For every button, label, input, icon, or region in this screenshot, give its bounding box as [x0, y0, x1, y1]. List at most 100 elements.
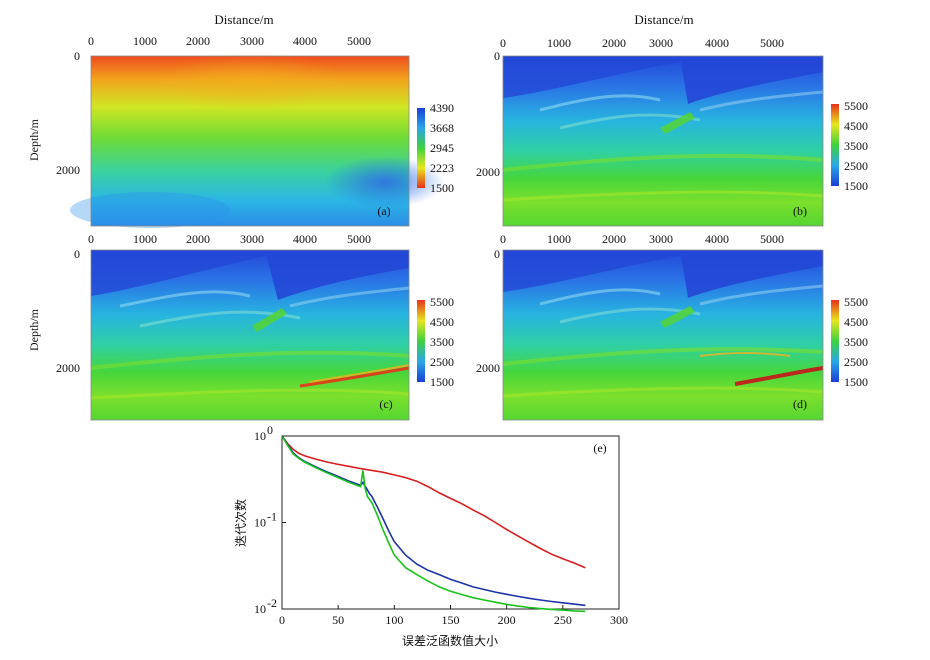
panel-b-x-tick: 3000	[649, 36, 673, 50]
panel-d-cb-tick: 5500	[844, 295, 868, 309]
panel-d-x-tick: 3000	[649, 232, 673, 246]
y-tick-exponent: 0	[267, 423, 273, 437]
panel-d-cb-tick: 4500	[844, 315, 868, 329]
panel-c-y-tick: 2000	[56, 361, 80, 375]
panel-c-x-tick: 2000	[186, 232, 210, 246]
panel-d-tag: (d)	[793, 397, 807, 411]
panel-a-y-label: Depth/m	[27, 118, 41, 161]
panel-c-x-tick: 4000	[293, 232, 317, 246]
panel-b-image	[502, 55, 824, 227]
panel-a-cb-tick: 3668	[430, 121, 454, 135]
panel-d: 0 1000 2000 3000 4000 5000 0 2000 (d) 5	[476, 232, 868, 421]
panel-d-x-ticks: 0 1000 2000 3000 4000 5000	[500, 232, 784, 246]
panel-a-cb-tick: 2945	[430, 141, 454, 155]
panel-d-x-tick: 2000	[602, 232, 626, 246]
x-tick-label: 0	[279, 613, 285, 627]
panel-c-x-ticks: 0 1000 2000 3000 4000 5000	[88, 232, 371, 246]
y-tick-label: 10	[254, 516, 266, 530]
panel-b-x-tick: 1000	[547, 36, 571, 50]
panel-b-cb-tick: 3500	[844, 139, 868, 153]
panel-a-x-tick: 0	[88, 34, 94, 48]
panel-c-x-tick: 1000	[133, 232, 157, 246]
panel-a-colorbar: 4390 3668 2945 2223 1500	[417, 101, 454, 195]
panel-a-x-tick: 5000	[347, 34, 371, 48]
x-tick-label: 200	[498, 613, 516, 627]
panel-d-y-tick: 2000	[476, 361, 500, 375]
panel-c: 0 1000 2000 3000 4000 5000 0 2000 Depth/…	[27, 232, 454, 421]
panel-c-colorbar: 5500 4500 3500 2500 1500	[417, 295, 454, 389]
panel-c-tag: (c)	[379, 397, 392, 411]
panel-a-x-tick: 2000	[186, 34, 210, 48]
panel-b-colorbar: 5500 4500 3500 2500 1500	[831, 99, 868, 193]
x-tick-label: 150	[442, 613, 460, 627]
panel-a-cb-tick: 2223	[430, 161, 454, 175]
panel-a-tag: (a)	[377, 204, 390, 218]
panel-b: Distance/m 0 1000 2000 3000 4000 5000 0 …	[476, 12, 868, 227]
panel-c-y-tick: 0	[74, 247, 80, 261]
panel-a-image	[70, 52, 445, 228]
y-tick-label: 10	[254, 602, 266, 616]
series-line-red	[281, 435, 586, 569]
panel-c-x-tick: 3000	[240, 232, 264, 246]
y-tick-exponent: -2	[267, 596, 277, 610]
x-tick-label: 300	[610, 613, 628, 627]
panel-b-cb-tick: 2500	[844, 159, 868, 173]
panel-b-x-tick: 4000	[705, 36, 729, 50]
panel-b-title: Distance/m	[634, 12, 693, 27]
panel-a-x-ticks: 0 1000 2000 3000 4000 5000	[88, 34, 371, 48]
panel-a-title: Distance/m	[214, 12, 273, 27]
panel-e-tag: (e)	[593, 441, 606, 455]
x-tick-label: 250	[554, 613, 572, 627]
panel-a-x-tick: 3000	[240, 34, 264, 48]
y-tick-exponent: -1	[267, 510, 277, 524]
panel-b-tag: (b)	[793, 204, 807, 218]
panel-d-x-tick: 4000	[705, 232, 729, 246]
panel-b-x-tick: 0	[500, 36, 506, 50]
panel-a-x-tick: 1000	[133, 34, 157, 48]
panel-b-cb-tick: 1500	[844, 179, 868, 193]
panel-d-x-tick: 1000	[547, 232, 571, 246]
panel-c-image	[90, 249, 410, 421]
panel-c-cb-tick: 3500	[430, 335, 454, 349]
panel-c-cb-tick: 4500	[430, 315, 454, 329]
panel-c-x-tick: 0	[88, 232, 94, 246]
panel-b-cb-tick: 5500	[844, 99, 868, 113]
panel-d-cb-tick: 3500	[844, 335, 868, 349]
x-tick-label: 50	[332, 613, 344, 627]
panel-d-y-tick: 0	[494, 247, 500, 261]
series-line-blue	[281, 435, 586, 607]
panel-e-frame	[281, 435, 620, 610]
y-tick-label: 10	[254, 429, 266, 443]
panel-d-image	[502, 249, 824, 421]
panel-c-cb-tick: 2500	[430, 355, 454, 369]
panel-a: Distance/m 0 1000 2000 3000 4000 5000 0 …	[27, 12, 454, 228]
panel-c-cb-tick: 1500	[430, 375, 454, 389]
panel-e-x-label: 误差泛函数值大小	[402, 633, 498, 648]
series-line-green	[281, 435, 586, 613]
panel-a-cb-tick: 4390	[430, 101, 454, 115]
panel-b-x-tick: 5000	[760, 36, 784, 50]
panel-b-x-tick: 2000	[602, 36, 626, 50]
panel-c-y-label: Depth/m	[27, 308, 41, 351]
panel-a-y-tick: 2000	[56, 163, 80, 177]
x-tick-label: 100	[385, 613, 403, 627]
panel-b-x-ticks: 0 1000 2000 3000 4000 5000	[500, 36, 784, 50]
panel-c-x-tick: 5000	[347, 232, 371, 246]
panel-b-y-tick: 0	[494, 49, 500, 63]
panel-d-cb-tick: 1500	[844, 375, 868, 389]
panel-d-colorbar: 5500 4500 3500 2500 1500	[831, 295, 868, 389]
panel-c-cb-tick: 5500	[430, 295, 454, 309]
panel-d-x-tick: 0	[500, 232, 506, 246]
panel-b-cb-tick: 4500	[844, 119, 868, 133]
panel-e-series	[281, 435, 586, 613]
panel-a-cb-tick: 1500	[430, 181, 454, 195]
panel-a-x-tick: 4000	[293, 34, 317, 48]
panel-d-x-tick: 5000	[760, 232, 784, 246]
panel-d-cb-tick: 2500	[844, 355, 868, 369]
panel-e-y-label: 迭代次数	[233, 499, 248, 547]
panel-a-y-tick: 0	[74, 49, 80, 63]
panel-b-y-tick: 2000	[476, 165, 500, 179]
